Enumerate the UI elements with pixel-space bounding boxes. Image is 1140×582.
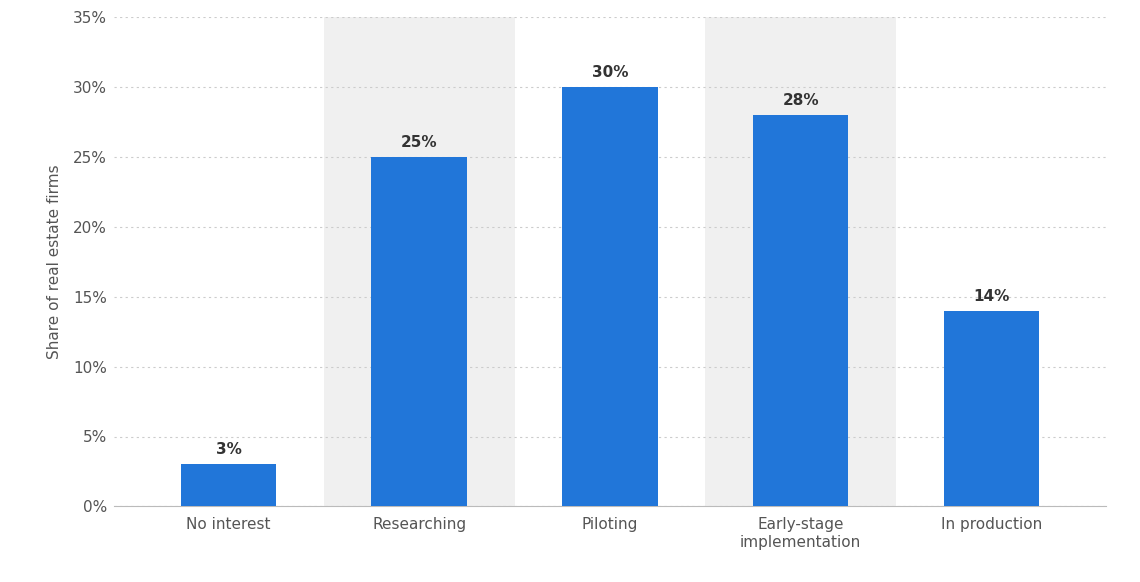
Bar — [324, 17, 514, 506]
Text: 30%: 30% — [592, 65, 628, 80]
Bar — [752, 115, 848, 506]
Y-axis label: Share of real estate firms: Share of real estate firms — [47, 165, 62, 359]
Bar — [944, 311, 1039, 506]
Text: 25%: 25% — [401, 135, 438, 150]
Bar — [181, 464, 276, 506]
Bar — [372, 157, 467, 506]
Bar — [562, 87, 658, 506]
Text: 3%: 3% — [215, 442, 242, 457]
Text: 28%: 28% — [782, 93, 819, 108]
Bar — [706, 17, 896, 506]
Text: 14%: 14% — [974, 289, 1010, 304]
